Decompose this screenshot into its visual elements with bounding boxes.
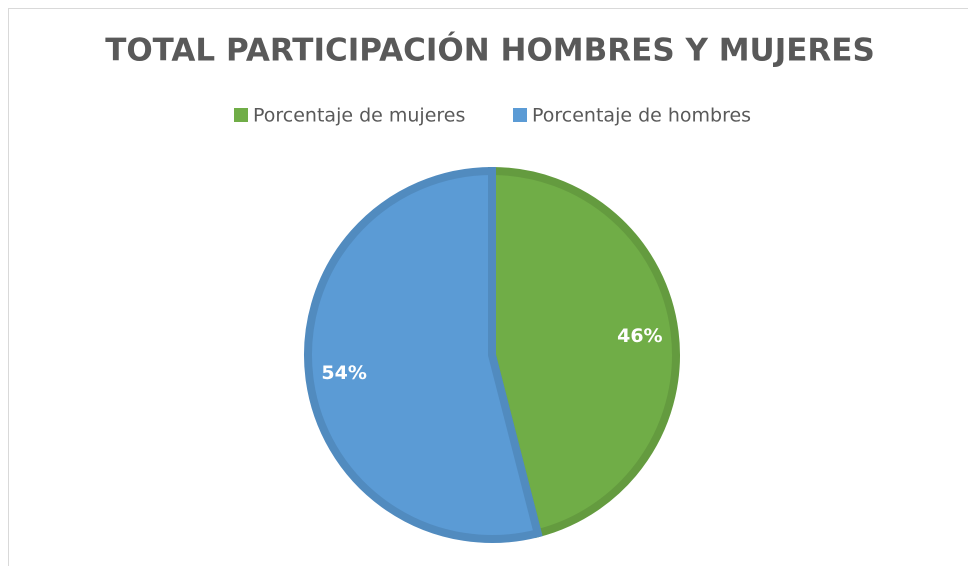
pie-slice <box>304 166 543 543</box>
data-label: 54% <box>321 362 366 384</box>
chart-title: TOTAL PARTICIPACIÓN HOMBRES Y MUJERES <box>105 32 875 69</box>
legend-label: Porcentaje de mujeres <box>253 105 465 127</box>
pie-slice-edge <box>488 166 680 539</box>
pie-slice-edge <box>304 166 543 543</box>
pie-slice <box>488 166 680 539</box>
legend-label: Porcentaje de hombres <box>532 105 751 127</box>
legend-swatch <box>513 108 527 122</box>
data-label: 46% <box>617 325 662 347</box>
legend-swatch <box>234 108 248 122</box>
